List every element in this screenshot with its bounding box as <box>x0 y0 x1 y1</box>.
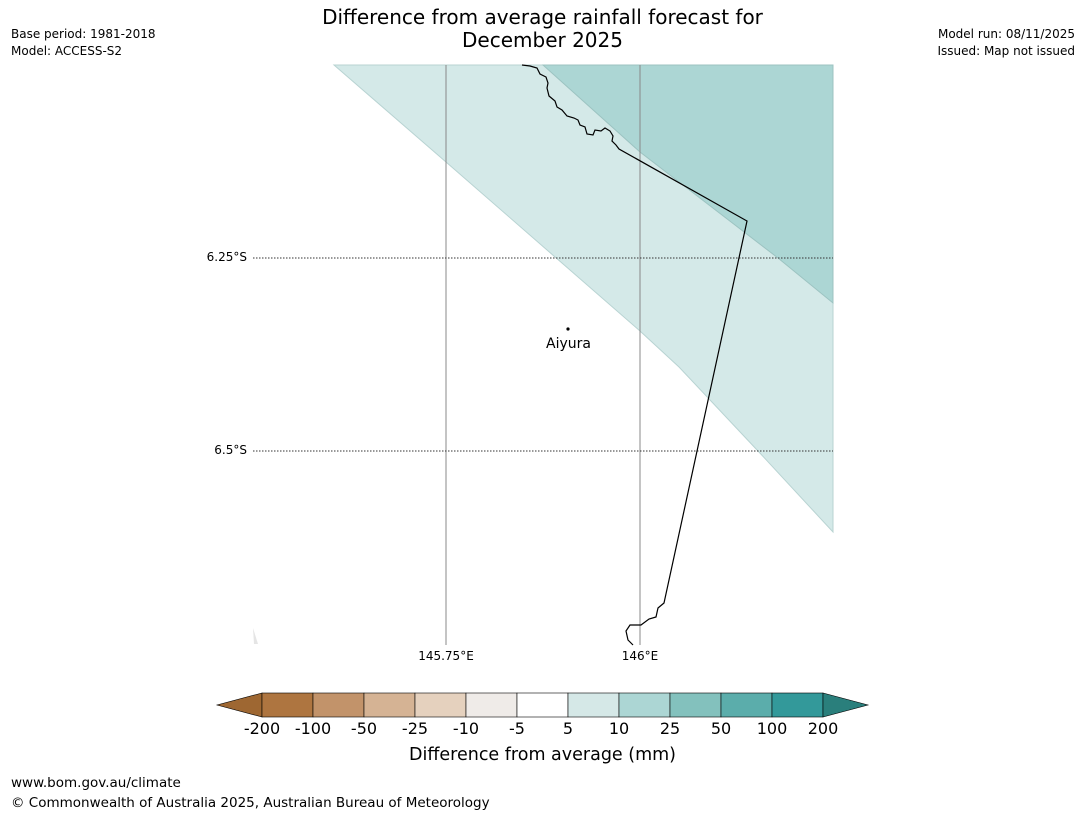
colorbar-segment <box>669 692 722 718</box>
title-line-1: Difference from average rainfall forecas… <box>322 5 763 29</box>
colorbar-segment <box>261 692 314 718</box>
colorbar-extend-high <box>822 692 870 718</box>
colorbar-tick-label: -10 <box>452 719 480 738</box>
colorbar-extend-low <box>215 692 263 718</box>
colorbar-title: Difference from average (mm) <box>408 745 677 765</box>
colorbar-segment <box>618 692 671 718</box>
colorbar-tick-label: 10 <box>608 719 630 738</box>
lon-label-146: 146°E <box>621 649 659 663</box>
colorbar-tick-label: -25 <box>401 719 429 738</box>
lat-label-6-25: 6.25°S <box>206 250 247 264</box>
place-label-aiyura: Aiyura <box>546 336 591 352</box>
lon-label-145-75: 145.75°E <box>418 649 474 663</box>
colorbar-segment <box>312 692 365 718</box>
colorbar-segment <box>465 692 518 718</box>
colorbar-segment <box>720 692 773 718</box>
place-marker-dot <box>566 327 570 331</box>
forecast-region-medium <box>541 64 834 305</box>
colorbar-segment <box>414 692 467 718</box>
issued-text: Issued: Map not issued <box>937 44 1075 58</box>
colorbar-tick-label: -50 <box>350 719 378 738</box>
map-title: Difference from average rainfall forecas… <box>0 6 1085 52</box>
colorbar-tick-label: -200 <box>243 719 281 738</box>
colorbar-tick-label: 25 <box>659 719 681 738</box>
colorbar-tick-label: -100 <box>294 719 332 738</box>
lat-label-6-5: 6.5°S <box>214 443 247 457</box>
model-text: Model: ACCESS-S2 <box>11 44 123 58</box>
title-line-2: December 2025 <box>462 28 623 52</box>
colorbar-tick-label: 100 <box>756 719 788 738</box>
colorbar-segment <box>771 692 824 718</box>
model-run-text: Model run: 08/11/2025 <box>937 27 1075 41</box>
footer-url: www.bom.gov.au/climate <box>11 775 181 791</box>
colorbar-tick-label: 200 <box>807 719 839 738</box>
colorbar <box>215 692 870 718</box>
colorbar-segment <box>516 692 569 718</box>
meta-right: Model run: 08/11/2025 Issued: Map not is… <box>937 26 1075 60</box>
meta-left: Base period: 1981-2018 Model: ACCESS-S2 <box>11 26 156 60</box>
colorbar-tick-label: 5 <box>562 719 574 738</box>
base-period-text: Base period: 1981-2018 <box>11 27 156 41</box>
colorbar-segment <box>363 692 416 718</box>
colorbar-segment <box>567 692 620 718</box>
footer-copyright: © Commonwealth of Australia 2025, Austra… <box>11 795 490 811</box>
map-edge-artifact <box>253 628 258 644</box>
colorbar-tick-label: 50 <box>710 719 732 738</box>
colorbar-tick-label: -5 <box>509 719 525 738</box>
coastline <box>521 64 748 646</box>
